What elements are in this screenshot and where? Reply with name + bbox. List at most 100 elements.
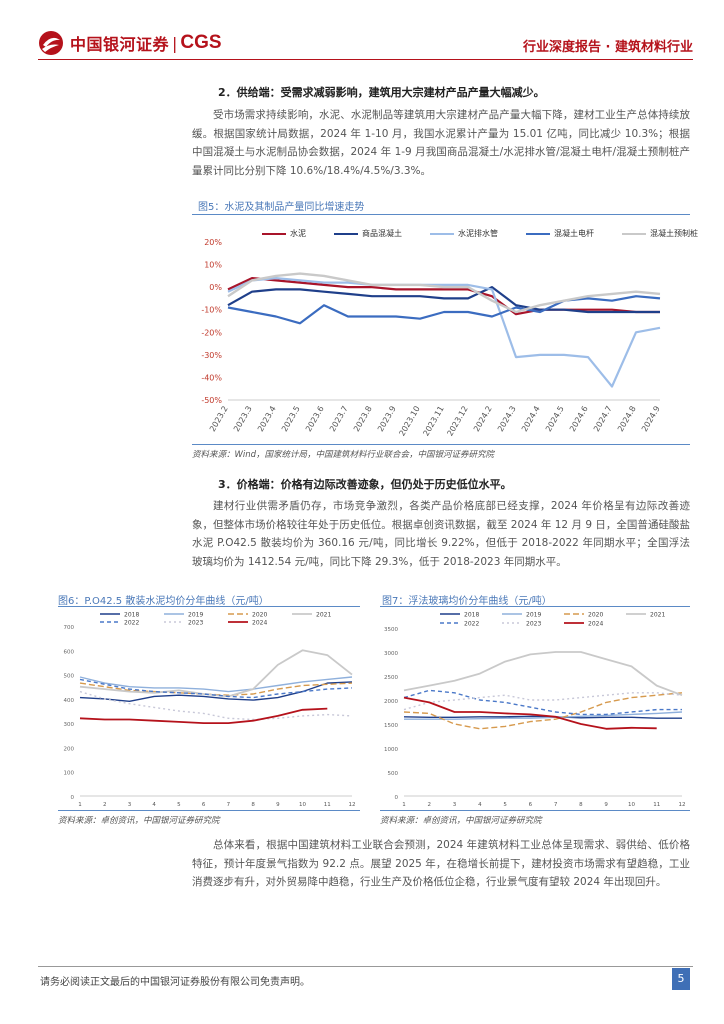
section-title-supply: 2．供给端：受需求减弱影响，建筑用大宗建材产品产量大幅减少。: [218, 86, 545, 99]
figure5-caption: 图5：水泥及其制品产量同比增速走势: [198, 202, 365, 213]
x-tick-label: 8: [579, 802, 583, 808]
x-tick-label: 2023.7: [328, 405, 350, 434]
paragraph-supply: 受市场需求持续影响，水泥、水泥制品等建筑用大宗建材产品产量大幅下降，建材工业生产…: [192, 109, 690, 177]
figure6-bottom-rule: [58, 810, 360, 811]
report-type: 行业深度报告 · 建筑材料行业: [523, 40, 693, 55]
y-tick-label: 700: [64, 625, 75, 631]
x-tick-label: 6: [202, 802, 206, 808]
brand-name-en: CGS: [180, 32, 222, 53]
x-tick-label: 2023.5: [280, 405, 302, 434]
y-tick-label: 3000: [384, 651, 398, 657]
legend-swatch-pole: [526, 232, 550, 235]
legend-label: 2023: [188, 620, 203, 627]
legend-label-pile: 混凝土预制桩: [650, 229, 698, 238]
x-tick-label: 2024.6: [568, 405, 590, 434]
legend-label-pole: 混凝土电杆: [554, 229, 594, 238]
y-tick-label: 500: [388, 771, 399, 777]
legend-swatch-pipe: [430, 232, 454, 235]
series-line-2023: [403, 692, 683, 711]
y-tick-label: -30%: [201, 351, 222, 360]
figure5-bottom-rule: [192, 444, 690, 445]
legend-label: 2021: [650, 612, 665, 619]
x-tick-label: 5: [177, 802, 181, 808]
page-number: 5: [672, 968, 690, 990]
brand-name-cn: 中国银河证券: [70, 35, 170, 54]
x-tick-label: 3: [453, 802, 457, 808]
y-tick-label: -50%: [201, 396, 222, 405]
x-tick-label: 12: [679, 802, 686, 808]
y-tick-label: 0: [71, 795, 75, 801]
galaxy-logo-icon: [39, 31, 63, 55]
x-tick-label: 2023.2: [208, 405, 230, 434]
x-tick-label: 2: [103, 802, 107, 808]
series-line-2024: [403, 696, 657, 730]
x-tick-label: 1: [402, 802, 406, 808]
figure5-top-rule: [192, 214, 690, 215]
y-tick-label: 100: [64, 771, 75, 777]
x-tick-label: 2: [428, 802, 432, 808]
legend-swatch-pile: [622, 232, 646, 235]
x-tick-label: 4: [152, 802, 156, 808]
x-tick-label: 2023.4: [256, 405, 278, 434]
legend-label: 2021: [316, 612, 331, 619]
series-line-2021: [403, 651, 683, 697]
footer-divider: [38, 966, 693, 967]
x-tick-label: 9: [604, 802, 608, 808]
y-tick-label: 400: [64, 698, 75, 704]
paragraph-summary: 总体来看，根据中国建筑材料工业联合会预测，2024 年建筑材料工业总体呈现需求、…: [192, 839, 690, 889]
x-tick-label: 2024.7: [592, 405, 614, 434]
brand-logo: 中国银河证券 | CGS: [38, 30, 222, 56]
legend-label: 2022: [124, 620, 139, 627]
series-line-水泥排水管: [227, 277, 661, 388]
series-line-2024: [79, 707, 328, 724]
footer-disclaimer: 请务必阅读正文最后的中国银河证券股份有限公司免责声明。: [40, 977, 310, 988]
x-tick-label: 11: [653, 802, 660, 808]
x-tick-label: 2024.5: [544, 405, 566, 434]
x-tick-label: 9: [276, 802, 280, 808]
x-tick-label: 7: [227, 802, 231, 808]
figure7-bottom-rule: [380, 810, 690, 811]
series-line-2023: [79, 690, 353, 721]
legend-label-cement: 水泥: [290, 229, 306, 238]
series-line-2021: [79, 649, 353, 698]
y-tick-label: 3500: [384, 627, 398, 633]
x-tick-label: 11: [324, 802, 331, 808]
legend-label: 2024: [588, 621, 603, 628]
x-tick-label: 4: [478, 802, 482, 808]
x-tick-label: 10: [299, 802, 306, 808]
series-line-2019: [79, 676, 353, 693]
x-tick-label: 1: [78, 802, 82, 808]
x-tick-label: 3: [128, 802, 132, 808]
y-tick-label: 2500: [384, 675, 398, 681]
y-tick-label: 2000: [384, 699, 398, 705]
page-header: 中国银河证券 | CGS 行业深度报告 · 建筑材料行业: [38, 24, 693, 60]
y-tick-label: 1500: [384, 723, 398, 729]
y-tick-label: 0: [395, 795, 399, 801]
legend-label: 2024: [252, 620, 267, 627]
y-tick-label: 200: [64, 746, 75, 752]
x-tick-label: 2023.12: [445, 405, 469, 438]
series-line-混凝土预制桩: [227, 272, 661, 314]
x-tick-label: 2024.8: [616, 405, 638, 434]
figure6-source: 资料来源：卓创资讯，中国银河证券研究院: [58, 816, 220, 826]
x-tick-label: 2024.9: [640, 405, 662, 434]
figure5-source: 资料来源：Wind，国家统计局，中国建筑材料行业联合会，中国银河证券研究院: [192, 450, 495, 460]
y-tick-label: 1000: [384, 747, 398, 753]
y-tick-label: 20%: [204, 238, 222, 247]
x-tick-label: 2023.9: [376, 405, 398, 434]
figure5-legend: 水泥 商品混凝土 水泥排水管 混凝土电杆 混凝土预制桩: [262, 228, 698, 239]
x-tick-label: 2023.11: [421, 405, 445, 438]
x-tick-label: 2024.3: [496, 405, 518, 434]
figure6-caption: 图6：P.O42.5 散装水泥均价分年曲线（元/吨）: [58, 596, 269, 607]
legend-label: 2022: [464, 621, 479, 628]
x-tick-label: 8: [251, 802, 255, 808]
x-tick-label: 2024.4: [520, 405, 542, 434]
x-tick-label: 2023.8: [352, 405, 374, 434]
y-tick-label: -20%: [201, 328, 222, 337]
y-tick-label: 0%: [209, 283, 222, 292]
legend-label: 2018: [464, 612, 479, 619]
figure7-caption: 图7：浮法玻璃均价分年曲线（元/吨）: [382, 596, 552, 607]
y-tick-label: 300: [64, 722, 75, 728]
